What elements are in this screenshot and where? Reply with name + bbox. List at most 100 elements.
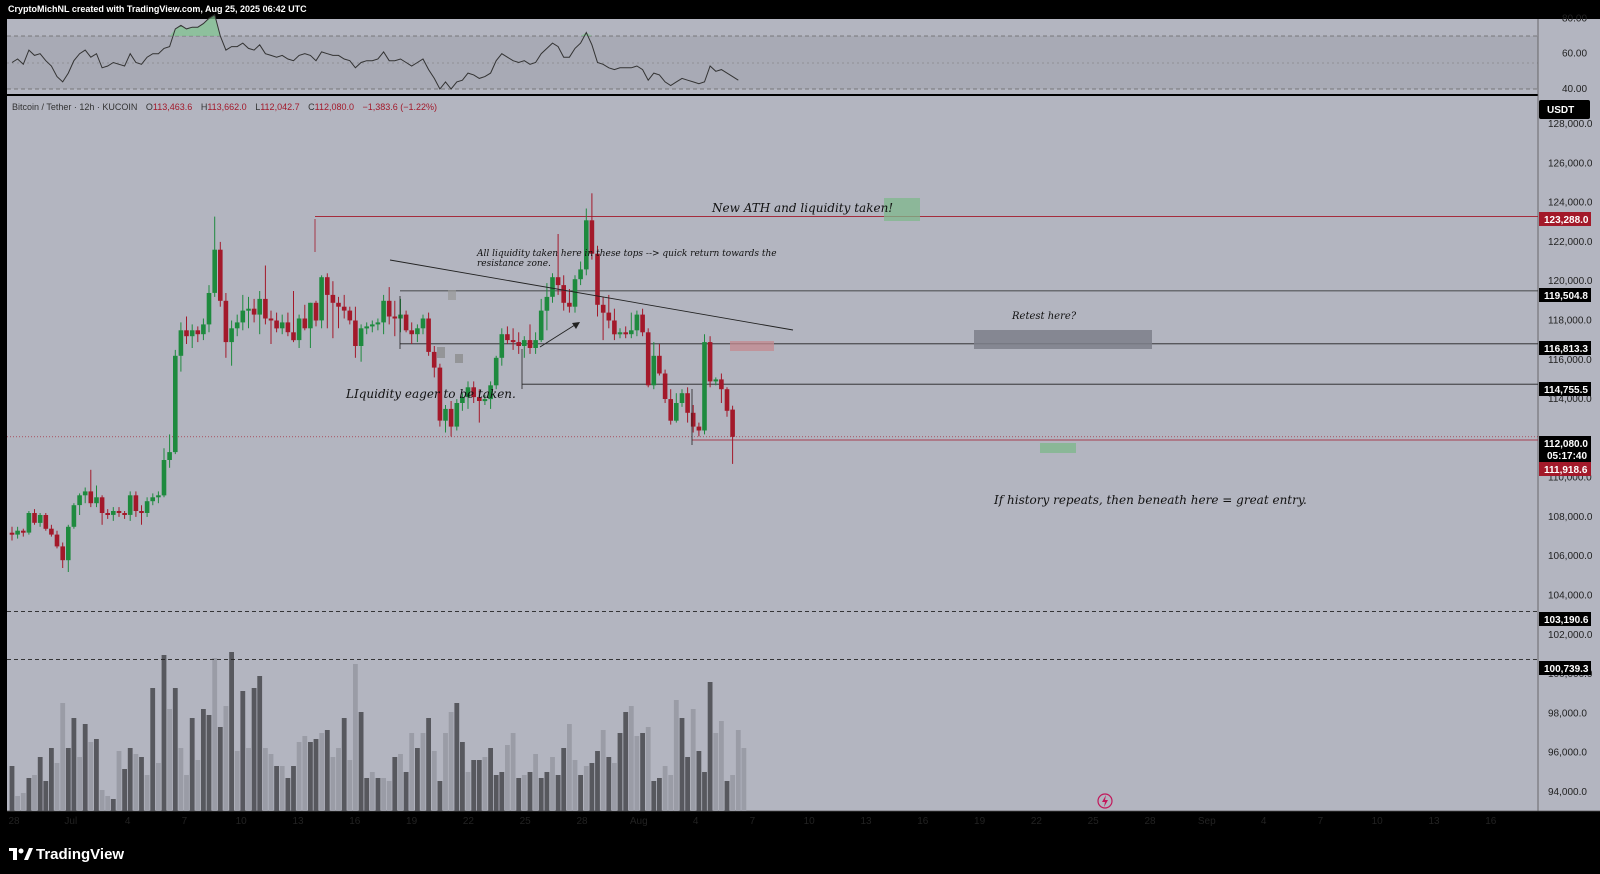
volume-bar [443,733,448,811]
date-tick: 13 [1428,816,1440,827]
date-tick: 16 [349,816,361,827]
price-axis[interactable] [1538,19,1600,811]
volume-bar [521,775,527,811]
volume-bar [195,760,201,811]
candle-body [696,426,702,431]
volume-bar [240,691,246,811]
date-tick: Jul [64,816,77,827]
candle-body [443,408,448,421]
candle-body [674,403,679,421]
label-119504: 119,504.8 [1544,291,1588,302]
volume-bar [330,757,336,811]
candle-body [657,355,662,374]
replay-icon[interactable] [1097,793,1113,809]
candle-body [122,513,127,515]
label-112080-box [1539,436,1591,463]
label-100739: 100,739.3 [1544,664,1589,675]
date-tick: 25 [1088,816,1100,827]
volume-bar [403,772,409,811]
volume-bar [347,760,353,811]
volume-bar [730,775,735,811]
tradingview-logo[interactable]: TradingView [9,846,124,863]
annotation-ath: New ATH and liquidity taken! [711,201,893,215]
candle-body [505,334,510,341]
volume-bar [156,763,161,811]
candle-body [325,277,330,295]
candle-body [15,530,20,535]
volume-bar [640,733,645,811]
volume-bar [189,718,195,811]
candle-body [578,269,583,280]
candle-body [279,322,285,329]
candle-body [668,399,673,421]
volume-bar [600,730,606,811]
candle-body [319,277,324,321]
candle-body [471,387,476,398]
volume-bar [398,754,403,811]
arrow-line [539,322,579,348]
volume-bar [308,742,313,811]
date-tick: 10 [804,816,816,827]
candle-body [246,308,251,311]
ohlc-legend: Bitcoin / Tether · 12h · KUCOIN O113,463… [12,102,437,112]
volume-bar [234,751,240,811]
volume-bar [612,763,617,811]
volume-bar [550,757,555,811]
volume-bar [178,748,184,811]
small-zone-2 [455,354,463,363]
candle-body [488,385,493,400]
label-100739-box [1539,661,1591,675]
legend-low: 112,042.7 [260,102,299,112]
rsi-tick: 80.00 [1562,13,1587,24]
candle-body [353,320,358,346]
volume-bar [82,724,88,811]
volume-bar [246,748,251,811]
volume-bar [392,757,398,811]
candle-body [32,513,37,523]
volume-bar [37,757,43,811]
candle-body [77,495,82,506]
volume-bar [375,778,381,811]
candle-body [645,332,651,386]
volume-bar [465,772,471,811]
candle-body [415,328,420,335]
label-114755-box [1539,382,1591,396]
candle-body [229,328,234,343]
candle-body [426,318,431,352]
date-tick: 7 [182,816,188,827]
volume-bar [415,748,420,811]
volume-bar [302,736,308,811]
candle-body [223,300,229,343]
candle-body [302,318,308,329]
volume-bar [172,688,178,811]
candle-body [212,249,217,293]
candle-body [347,310,353,321]
annotation-liquidity-2: resistance zone. [477,259,551,269]
volume-bar [645,727,651,811]
candle-body [409,330,414,335]
candle-body [341,306,347,311]
volume-bar [527,772,533,811]
candle-body [584,220,589,270]
rsi-ticks: 80.00 60.00 40.00 [1562,13,1587,95]
date-tick: 25 [520,816,532,827]
volume-bar [516,778,522,811]
volume-bar [279,766,285,811]
candle-body [527,340,533,348]
candle-body [43,515,49,529]
candle-body [127,495,133,515]
candle-body [71,505,77,527]
candle-body [690,412,696,427]
volume-bar [707,682,713,811]
candle-body [640,314,645,333]
candle-body [510,340,516,343]
legend-change: −1,383.6 (−1.22%) [363,102,438,112]
price-tick: 116,000.0 [1548,355,1592,366]
fvg-zone [730,341,774,351]
currency-box[interactable] [1539,100,1590,119]
candle-body [167,452,172,460]
volume-bar [167,709,172,811]
volume-bar [336,748,341,811]
date-tick: 7 [750,816,756,827]
